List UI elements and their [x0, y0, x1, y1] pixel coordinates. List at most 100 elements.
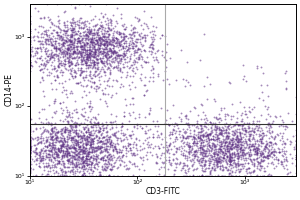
- Point: [223, 129, 228, 132]
- Point: [165, 123, 170, 126]
- Point: [65, 43, 70, 47]
- Point: [94, 55, 99, 58]
- Point: [98, 140, 103, 143]
- Point: [118, 156, 122, 159]
- Point: [32, 34, 36, 38]
- Point: [132, 42, 136, 45]
- Point: [104, 143, 109, 146]
- Point: [133, 50, 138, 53]
- Point: [150, 29, 154, 32]
- Point: [97, 86, 102, 89]
- Point: [67, 60, 72, 63]
- Point: [166, 149, 171, 152]
- Point: [126, 45, 130, 48]
- Point: [150, 72, 155, 75]
- Point: [111, 43, 116, 46]
- Point: [207, 138, 212, 141]
- Point: [100, 121, 105, 124]
- Point: [103, 46, 107, 49]
- Point: [249, 174, 254, 177]
- Point: [32, 154, 37, 157]
- Point: [100, 27, 105, 30]
- Point: [217, 131, 222, 134]
- Point: [123, 97, 128, 100]
- Point: [67, 130, 71, 133]
- Point: [69, 42, 74, 46]
- Point: [88, 131, 93, 134]
- Point: [250, 137, 255, 140]
- Point: [137, 33, 142, 36]
- Point: [128, 54, 133, 57]
- Point: [283, 143, 288, 146]
- Point: [100, 141, 105, 144]
- Point: [107, 49, 112, 52]
- Point: [40, 122, 45, 125]
- Point: [27, 60, 32, 63]
- Point: [72, 41, 76, 45]
- Point: [231, 143, 236, 146]
- Point: [123, 60, 128, 63]
- Point: [69, 139, 74, 142]
- Point: [96, 26, 101, 29]
- Point: [257, 155, 262, 159]
- Point: [116, 155, 120, 158]
- Point: [266, 162, 271, 165]
- Point: [130, 32, 135, 35]
- Point: [227, 156, 232, 159]
- Point: [256, 168, 261, 171]
- Point: [201, 157, 206, 160]
- Point: [40, 159, 44, 162]
- Point: [61, 42, 66, 45]
- Point: [76, 141, 81, 144]
- Point: [241, 77, 245, 81]
- Point: [58, 140, 63, 143]
- Point: [64, 52, 69, 55]
- Point: [79, 47, 84, 50]
- Point: [54, 31, 59, 34]
- Point: [49, 52, 54, 56]
- Point: [64, 144, 69, 147]
- Point: [69, 125, 74, 128]
- Point: [170, 127, 175, 130]
- Point: [78, 22, 83, 25]
- Point: [27, 145, 32, 148]
- Point: [68, 28, 73, 31]
- Point: [121, 24, 126, 28]
- Point: [60, 161, 65, 165]
- Point: [103, 47, 107, 50]
- Point: [92, 48, 97, 51]
- Point: [258, 66, 263, 69]
- Point: [64, 165, 69, 169]
- Point: [254, 120, 259, 123]
- Point: [32, 159, 37, 163]
- Point: [27, 146, 32, 150]
- Point: [91, 148, 96, 152]
- Point: [211, 159, 216, 162]
- Point: [55, 3, 60, 6]
- Point: [293, 171, 298, 174]
- Point: [144, 157, 149, 160]
- Point: [81, 162, 86, 165]
- Point: [107, 28, 112, 31]
- Point: [74, 23, 79, 26]
- Point: [199, 152, 204, 155]
- Point: [129, 154, 134, 157]
- Point: [111, 79, 116, 82]
- Point: [288, 141, 293, 144]
- Point: [40, 67, 45, 70]
- Point: [83, 125, 88, 128]
- Point: [59, 168, 64, 171]
- Point: [235, 146, 239, 149]
- Point: [237, 130, 242, 134]
- Point: [88, 56, 92, 59]
- Point: [227, 168, 232, 171]
- Point: [212, 157, 217, 160]
- Point: [227, 162, 232, 165]
- Point: [62, 130, 67, 134]
- Point: [56, 148, 61, 151]
- Point: [58, 55, 62, 58]
- Point: [104, 130, 109, 133]
- Point: [108, 43, 113, 46]
- Point: [101, 50, 106, 53]
- Point: [129, 63, 134, 67]
